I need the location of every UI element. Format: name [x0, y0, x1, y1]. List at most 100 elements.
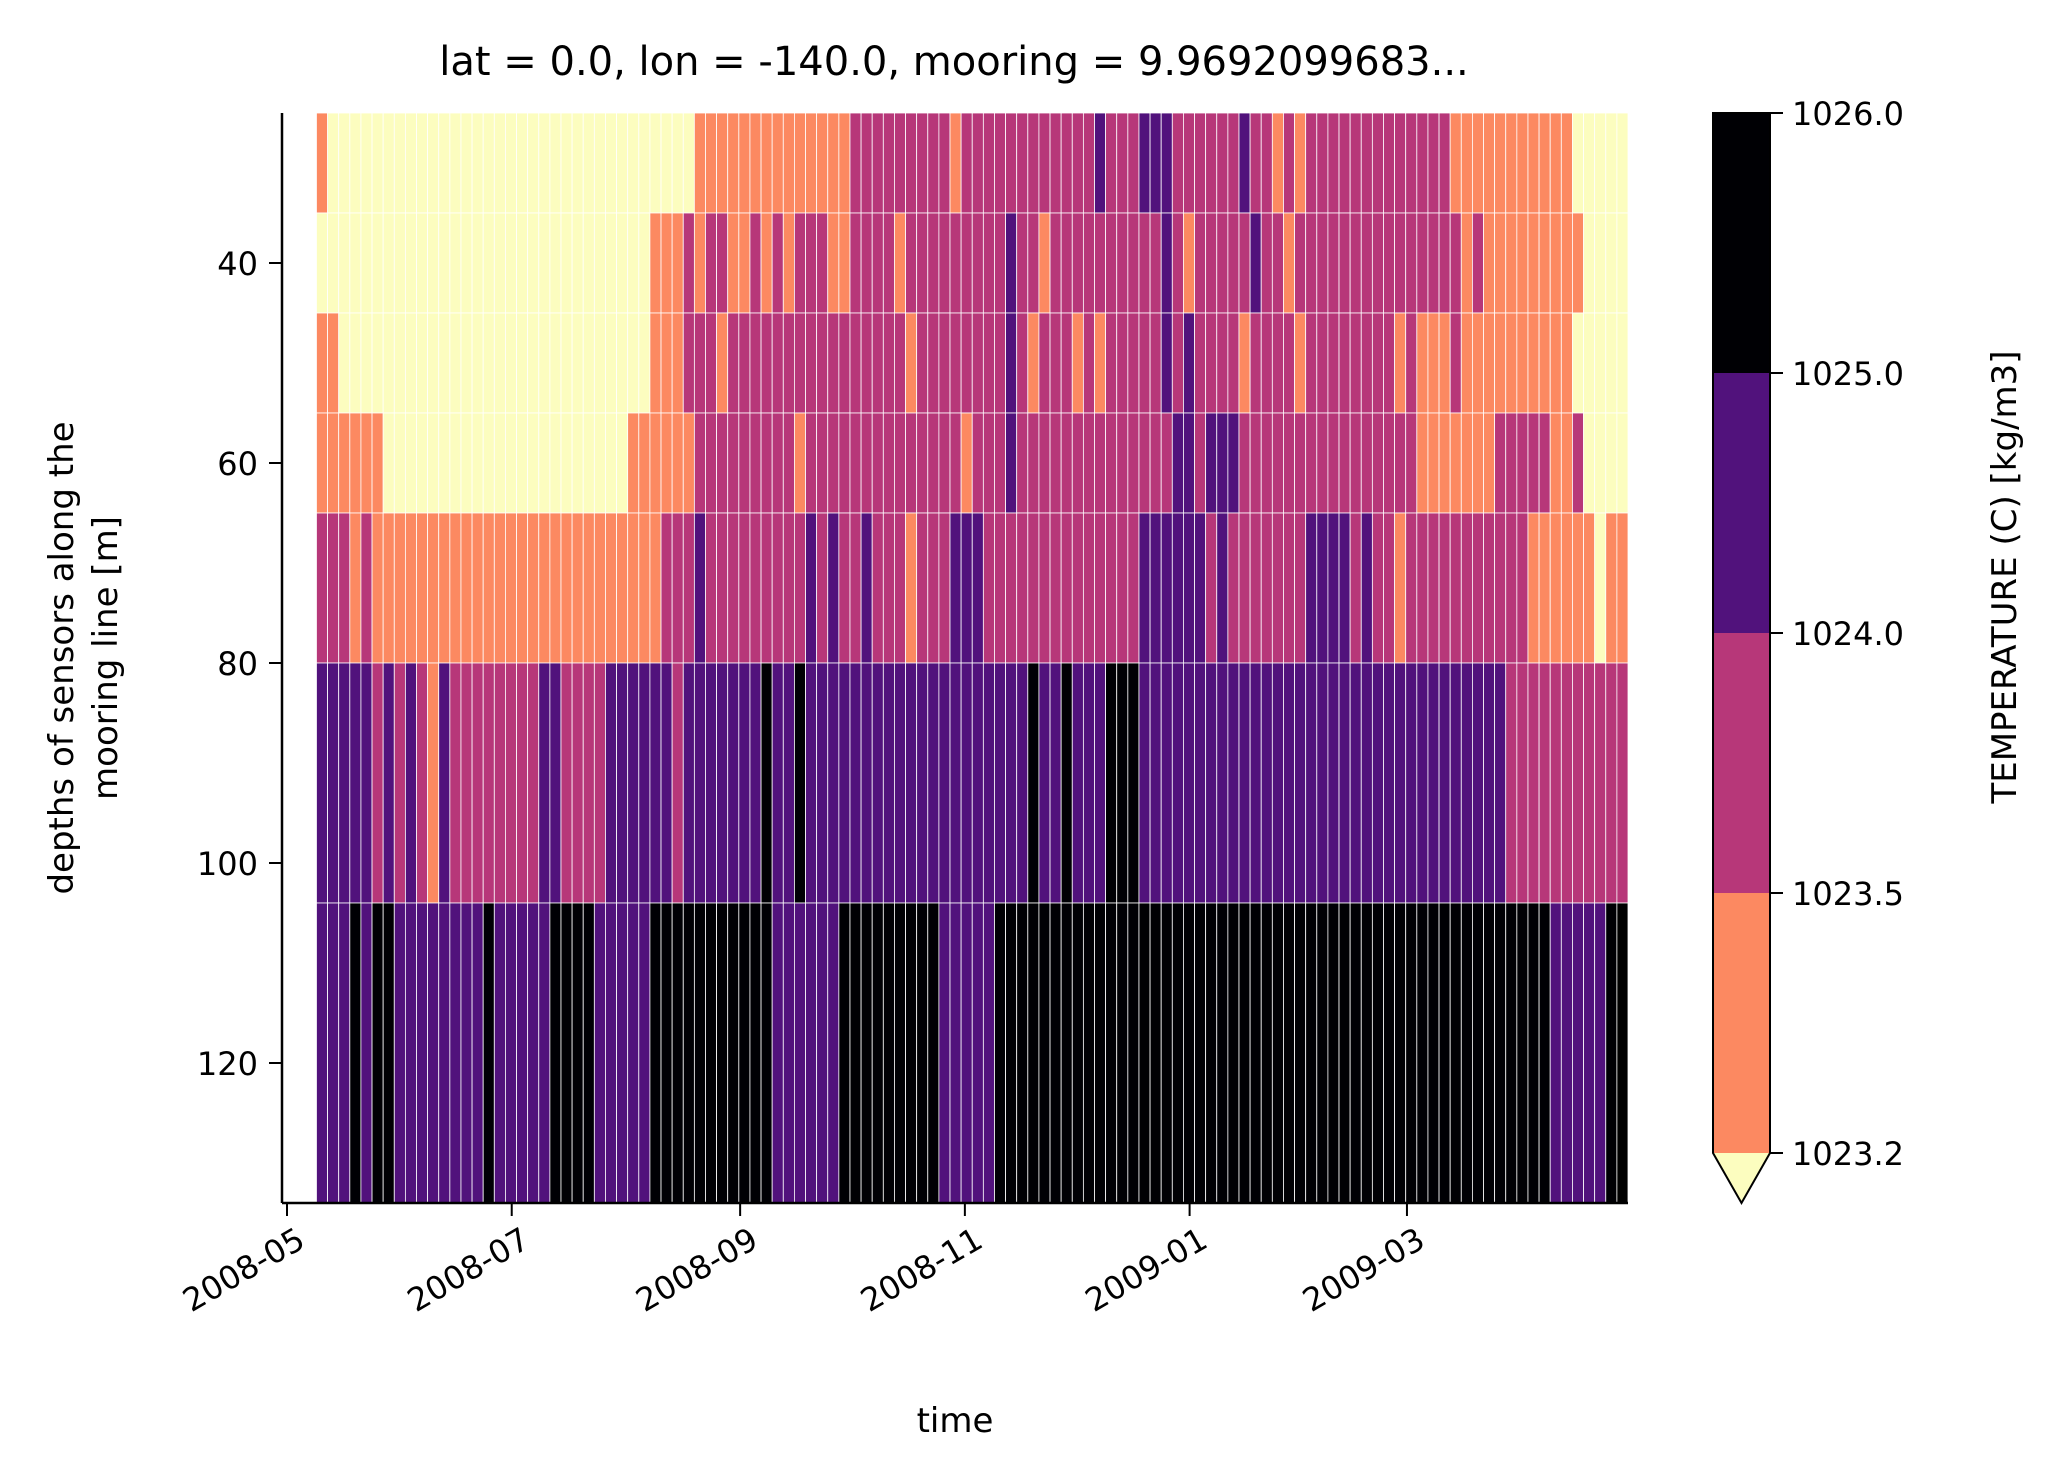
heatmap-cell [882, 902, 895, 1204]
heatmap-cell [1538, 662, 1551, 904]
heatmap-cell [871, 212, 884, 314]
heatmap-cell [1060, 212, 1073, 314]
heatmap-cell [1183, 412, 1195, 514]
heatmap-cell [1194, 312, 1207, 414]
y-tick-label: 120 [197, 1045, 258, 1083]
heatmap-cell [616, 662, 629, 904]
heatmap-cell [1271, 212, 1284, 314]
heatmap-cell [493, 512, 506, 664]
heatmap-cell [1494, 212, 1507, 314]
heatmap-cell [1371, 312, 1384, 414]
heatmap-cell [360, 212, 373, 314]
heatmap-cell [1049, 112, 1062, 214]
heatmap-cell [616, 312, 629, 414]
heatmap-cell [905, 662, 918, 904]
heatmap-cell [1327, 312, 1340, 414]
heatmap-cell [1538, 412, 1551, 514]
heatmap-cell [1338, 112, 1351, 214]
colorbar-under-extension [1713, 1153, 1770, 1203]
heatmap-cell [582, 412, 595, 514]
heatmap-cell [1160, 212, 1173, 314]
heatmap-cell [1171, 312, 1184, 414]
heatmap-cell [871, 312, 884, 414]
heatmap-cell [527, 112, 540, 214]
heatmap-cell [627, 112, 640, 214]
heatmap-cell [838, 212, 851, 314]
heatmap-cell [393, 512, 406, 664]
heatmap-cell [1438, 212, 1451, 314]
heatmap-cell [427, 212, 440, 314]
heatmap-cell [1505, 902, 1518, 1204]
heatmap-cell [1216, 512, 1229, 664]
heatmap-cell [1383, 662, 1395, 904]
heatmap-cell [1260, 662, 1273, 904]
heatmap-cell [1283, 662, 1295, 904]
heatmap-cell [327, 902, 340, 1204]
heatmap-cell [849, 902, 862, 1204]
heatmap-cells [316, 112, 1629, 1204]
heatmap-cell [316, 662, 328, 904]
heatmap-cell [1416, 312, 1429, 414]
heatmap-cell [427, 512, 440, 664]
heatmap-cell [549, 212, 562, 314]
heatmap-cell [1616, 902, 1629, 1204]
heatmap-cell [1449, 312, 1462, 414]
heatmap-cell [1383, 112, 1395, 214]
heatmap-cell [627, 312, 640, 414]
heatmap-cell [916, 662, 929, 904]
heatmap-cell [705, 112, 717, 214]
heatmap-cell [1405, 112, 1418, 214]
heatmap-cell [1183, 902, 1195, 1204]
heatmap-cell [1082, 902, 1095, 1204]
heatmap-cell [1038, 112, 1051, 214]
heatmap-cell [805, 312, 818, 414]
heatmap-cell [816, 662, 829, 904]
heatmap-cell [949, 662, 962, 904]
heatmap-cell [927, 212, 940, 314]
heatmap-cell [982, 662, 995, 904]
heatmap-cell [693, 662, 706, 904]
heatmap-cell [738, 312, 751, 414]
heatmap-cell [1038, 412, 1051, 514]
heatmap-cell [1516, 662, 1529, 904]
heatmap-cell [649, 112, 662, 214]
heatmap-cell [894, 212, 906, 314]
heatmap-cell [593, 902, 606, 1204]
heatmap-cell [1305, 412, 1318, 514]
heatmap-cell [349, 662, 362, 904]
heatmap-cell [805, 412, 818, 514]
heatmap-cell [927, 412, 940, 514]
heatmap-cell [471, 312, 484, 414]
heatmap-cell [1183, 512, 1195, 664]
heatmap-cell [549, 312, 562, 414]
heatmap-cell [1038, 512, 1051, 664]
heatmap-cell [1005, 902, 1018, 1204]
heatmap-cell [1183, 312, 1195, 414]
heatmap-cell [960, 312, 973, 414]
x-tick-label: 2009-01 [1079, 1220, 1214, 1320]
heatmap-cell [693, 412, 706, 514]
heatmap-cell [1216, 902, 1229, 1204]
heatmap-cell [738, 212, 751, 314]
heatmap-cell [1360, 902, 1373, 1204]
heatmap-cell [660, 902, 673, 1204]
heatmap-cell [593, 212, 606, 314]
heatmap-cell [682, 902, 695, 1204]
heatmap-cell [1383, 902, 1395, 1204]
heatmap-cell [493, 902, 506, 1204]
colorbar-outline [1712, 112, 1771, 1206]
heatmap-cell [960, 212, 973, 314]
heatmap-cell [960, 412, 973, 514]
heatmap-cell [949, 312, 962, 414]
heatmap-cell [1338, 662, 1351, 904]
heatmap-cell [1316, 312, 1329, 414]
heatmap-cell [1394, 312, 1407, 414]
heatmap-cell [327, 412, 340, 514]
heatmap-cell [849, 212, 862, 314]
heatmap-cell [982, 412, 995, 514]
heatmap-cell [838, 312, 851, 414]
heatmap-cell [794, 112, 806, 214]
heatmap-cell [1260, 212, 1273, 314]
heatmap-cell [794, 512, 806, 664]
heatmap-cell [716, 212, 729, 314]
